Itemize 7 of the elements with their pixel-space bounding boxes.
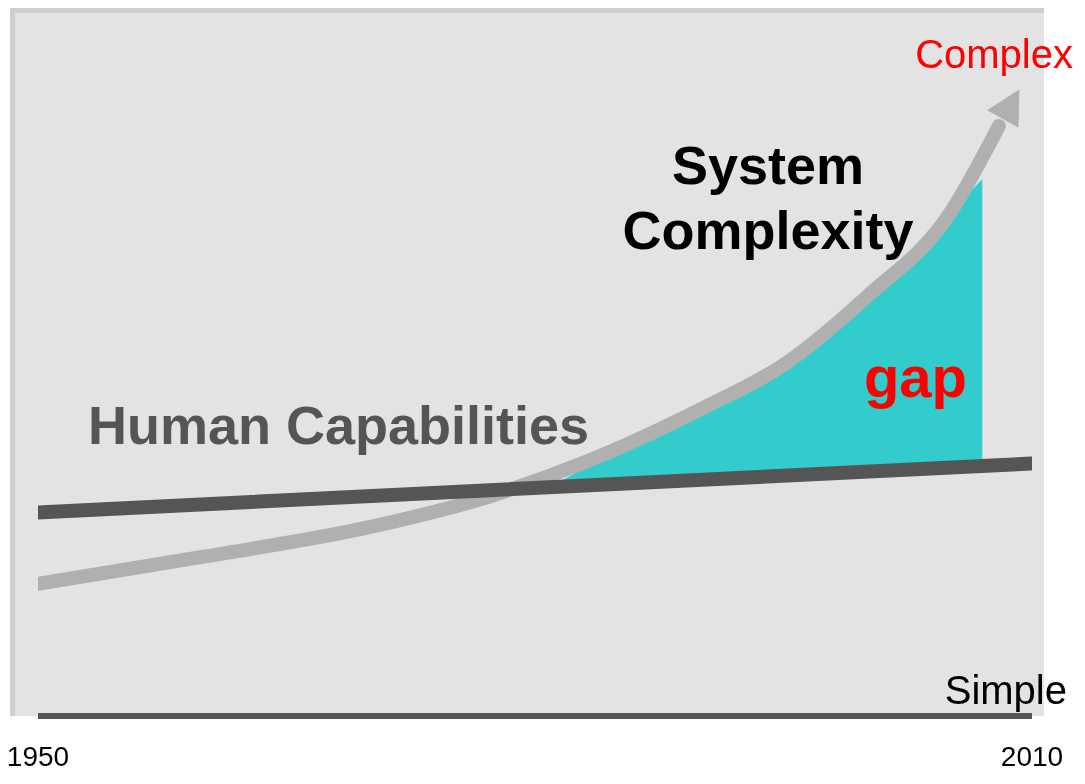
text: Complex xyxy=(915,32,1073,77)
annotation: Simple xyxy=(944,668,1067,713)
annotation: gap xyxy=(863,343,967,410)
series-label: System Complexity xyxy=(621,134,915,262)
series-label: Human Capabilities xyxy=(88,394,591,457)
x-tick-label: 1950 xyxy=(6,740,70,772)
x-tick-label: 2010 xyxy=(1000,740,1064,772)
